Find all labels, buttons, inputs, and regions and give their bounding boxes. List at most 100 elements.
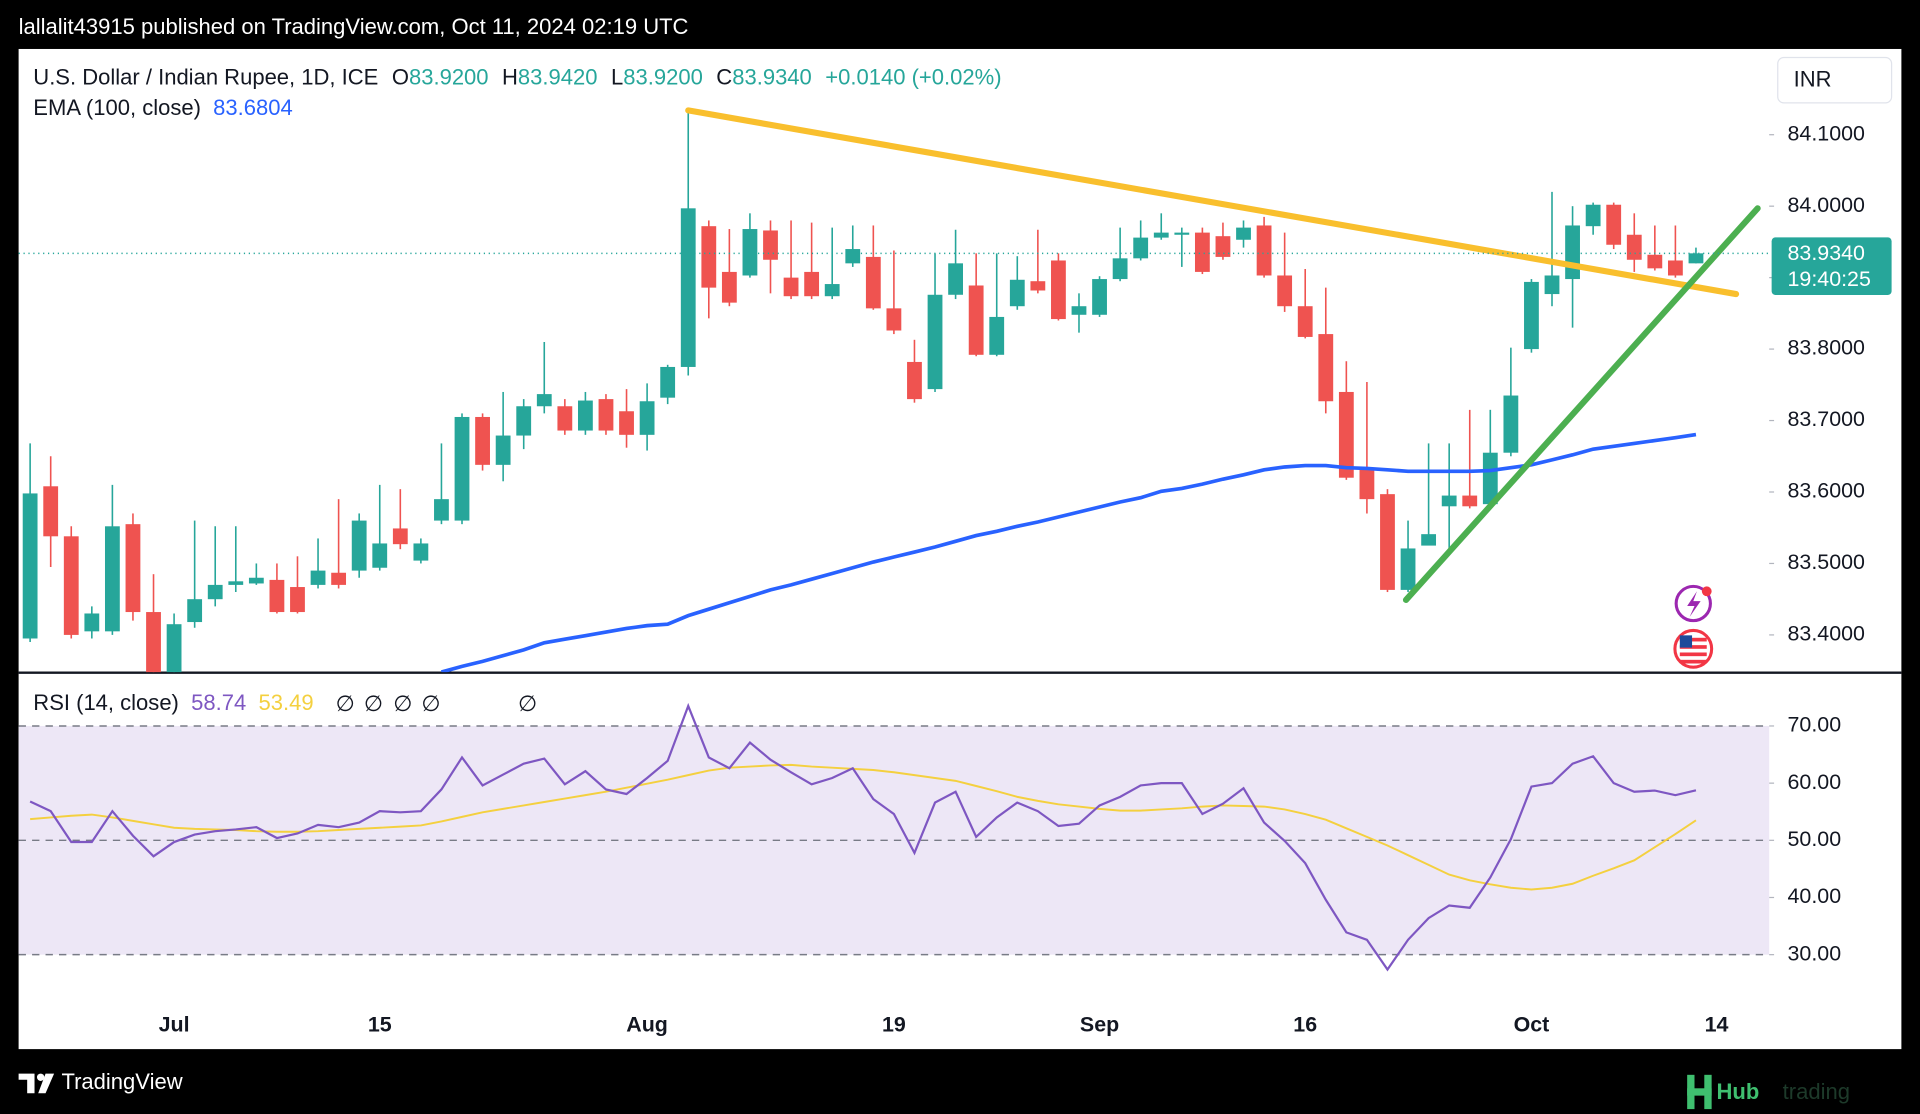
candle-body <box>1153 232 1169 238</box>
candle-body <box>578 400 593 431</box>
candle-body <box>84 613 100 632</box>
candle-body <box>1544 275 1560 295</box>
na-symbol: ∅ <box>518 691 537 716</box>
y-tick-label: 40.00 <box>1788 884 1842 908</box>
countdown: 19:40:25 <box>1788 267 1871 291</box>
y-tick-label: 50.00 <box>1788 827 1842 851</box>
ema-value: 83.6804 <box>213 95 293 120</box>
last-price-box <box>1771 237 1892 295</box>
candle-body <box>392 528 408 545</box>
x-tick-label: 19 <box>882 1013 906 1037</box>
candle-body <box>22 493 38 639</box>
ohlc-value: 83.9200 <box>623 64 703 89</box>
candle-body <box>1421 534 1437 546</box>
brand: TradingView <box>61 1069 182 1094</box>
candle-body <box>989 316 1005 355</box>
candle-body <box>701 226 717 288</box>
candle-body <box>166 624 182 673</box>
trendline <box>685 107 1740 298</box>
candle-body <box>1215 236 1231 257</box>
candle-body <box>721 271 737 303</box>
ema-line <box>440 432 1697 673</box>
candle-body <box>434 499 449 521</box>
y-tick-label: 70.00 <box>1788 713 1842 737</box>
ohlc-key: L <box>611 64 623 89</box>
candle-body <box>1338 391 1354 478</box>
watermark-icon <box>1687 1074 1712 1110</box>
candle-body <box>1112 258 1128 280</box>
candle-body <box>310 570 326 585</box>
currency-box[interactable] <box>1777 56 1893 104</box>
price-legend: U.S. Dollar / Indian Rupee, 1D, ICE O83.… <box>33 64 1001 89</box>
na-symbol: ∅ <box>393 691 412 716</box>
rsi-value: 58.74 <box>191 690 246 715</box>
candle-body <box>557 406 573 431</box>
candle-body <box>1606 204 1622 245</box>
x-tick-label: Sep <box>1080 1013 1119 1037</box>
candle-body <box>248 577 264 584</box>
candle-body <box>331 572 347 585</box>
country-flag[interactable] <box>1673 628 1714 669</box>
candle-body <box>763 230 778 260</box>
candle-body <box>948 263 963 295</box>
candle-body <box>269 579 285 613</box>
candle-body <box>1051 260 1066 320</box>
na-symbol: ∅ <box>336 691 355 716</box>
alert-icon[interactable] <box>1674 584 1712 623</box>
candle-body <box>475 416 490 465</box>
x-tick-label: Oct <box>1514 1013 1550 1037</box>
candle-body <box>1462 495 1478 507</box>
na-symbol: ∅ <box>421 691 440 716</box>
candle-body <box>1359 467 1375 500</box>
x-tick-label: Jul <box>159 1013 190 1037</box>
watermark-trading: trading <box>1783 1079 1850 1104</box>
ema-name: EMA (100, close) <box>33 95 201 120</box>
candle-body <box>1133 237 1149 259</box>
plot-group <box>29 702 1697 972</box>
candle-body <box>598 399 614 431</box>
candle-body <box>1482 452 1498 505</box>
candle-body <box>1092 279 1107 315</box>
candle-body <box>1277 275 1293 307</box>
ohlc-value: 83.9340 <box>732 64 812 89</box>
candle-body <box>1565 225 1580 280</box>
y-tick-label: 83.7000 <box>1788 407 1865 431</box>
ohlc-key: H <box>502 64 518 89</box>
candle-body <box>43 486 59 537</box>
x-tick-label: 15 <box>368 1013 392 1037</box>
candle-body <box>536 394 552 407</box>
candle-body <box>1071 306 1087 315</box>
ohlc-value: 83.9200 <box>409 64 489 89</box>
candle-body <box>104 526 120 632</box>
x-tick-label: Aug <box>626 1013 668 1037</box>
rsi-ma-value: 53.49 <box>258 690 313 715</box>
currency[interactable]: INR <box>1794 67 1832 92</box>
last-price-label: 83.9340 <box>1788 241 1865 265</box>
y-tick-label: 30.00 <box>1788 941 1842 965</box>
candle-body <box>63 536 79 635</box>
candle-body <box>927 294 943 390</box>
candle-body <box>824 284 840 297</box>
candle-body <box>1688 253 1704 264</box>
y-tick-label: 83.5000 <box>1788 550 1865 574</box>
publish-header: lallalit43915 published on TradingView.c… <box>19 14 689 39</box>
x-tick-label: 16 <box>1293 1013 1317 1037</box>
candle-body <box>619 411 634 435</box>
y-tick-label: 83.8000 <box>1788 336 1865 360</box>
candle-body <box>372 543 388 568</box>
ema-legend: EMA (100, close) 83.6804 <box>33 95 292 120</box>
candle-body <box>1400 548 1416 590</box>
symbol-title: U.S. Dollar / Indian Rupee, 1D, ICE <box>33 64 378 89</box>
trendline <box>1402 205 1761 603</box>
candle-body <box>804 271 820 297</box>
candle-body <box>1256 225 1272 276</box>
candle-body <box>1626 234 1642 260</box>
candle-body <box>1174 232 1190 235</box>
rsi-line <box>29 702 1697 972</box>
candle-body <box>886 308 902 331</box>
rsi-ma-line <box>30 763 1697 891</box>
candle-body <box>1009 279 1025 307</box>
watermark-hub: Hub <box>1717 1079 1760 1104</box>
y-tick-label: 84.0000 <box>1788 193 1865 217</box>
